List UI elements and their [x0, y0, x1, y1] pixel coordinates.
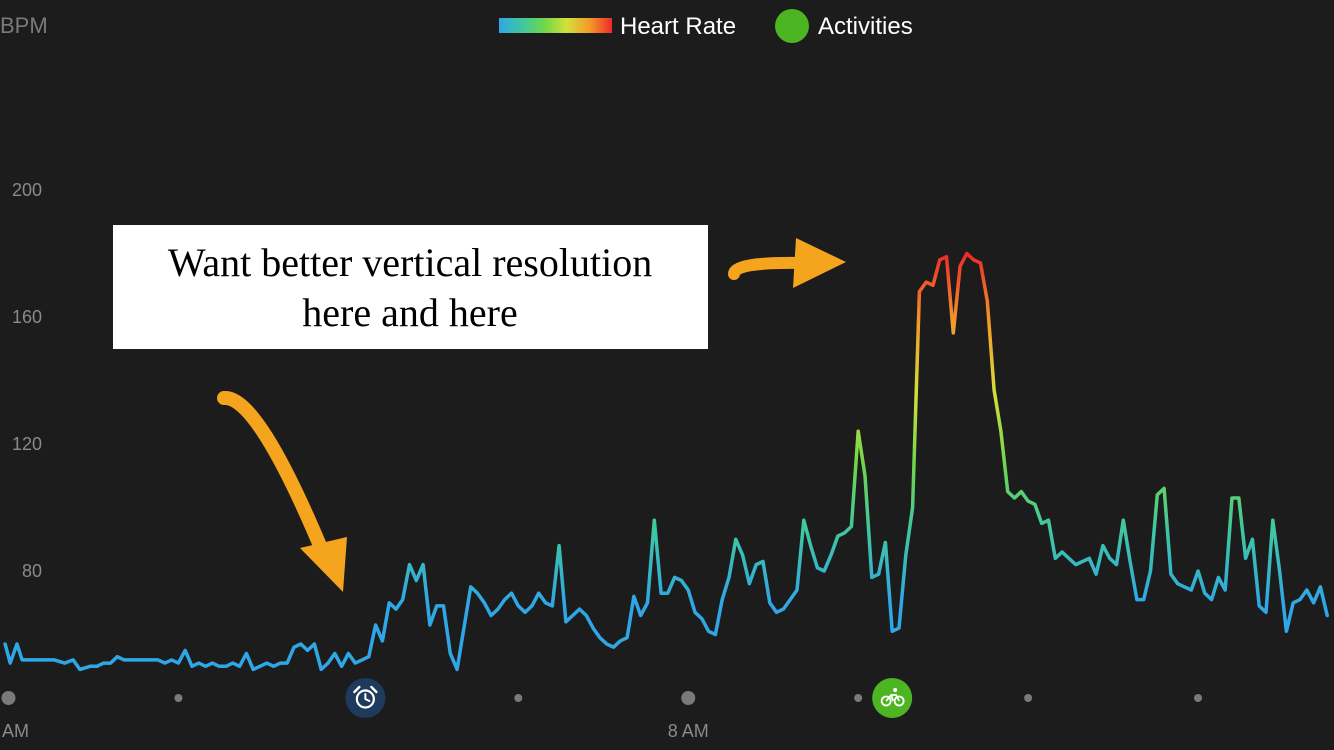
timeline-markers [1, 678, 1203, 718]
legend: Heart Rate Activities [499, 9, 913, 43]
bicycle-icon[interactable] [872, 678, 913, 718]
arrow-peak-head [793, 238, 846, 288]
y-axis-title: BPM [0, 13, 48, 38]
arrow-low-shaft [217, 391, 333, 567]
hour-marker-dot [1, 691, 16, 705]
alarm-clock-icon[interactable] [345, 678, 386, 718]
legend-activities: Activities [818, 13, 913, 40]
annotation-callout: Want better vertical resolution here and… [113, 225, 708, 349]
x-tick-label: 4 AM [0, 721, 29, 741]
half-hour-marker-dot [514, 694, 523, 702]
half-hour-marker-dot [1024, 694, 1033, 702]
heart-rate-series-line [3, 251, 1329, 672]
half-hour-marker-dot [1194, 694, 1203, 702]
y-tick-label: 80 [22, 561, 42, 581]
annotation-line-2: here and here [302, 290, 517, 335]
x-axis-ticks: 4 AM 8 AM [0, 721, 709, 741]
y-tick-label: 200 [12, 180, 42, 200]
y-tick-label: 160 [12, 307, 42, 327]
arrow-low-region [217, 391, 347, 592]
arrow-peak-region [728, 238, 846, 288]
legend-heart-rate: Heart Rate [620, 13, 736, 40]
annotation-box [113, 225, 708, 349]
y-axis-ticks: 80 120 160 200 [12, 180, 42, 581]
half-hour-marker-dot [174, 694, 183, 702]
annotation-line-1: Want better vertical resolution [168, 240, 652, 285]
y-tick-label: 120 [12, 434, 42, 454]
arrow-peak-shaft [728, 256, 806, 280]
half-hour-marker-dot [854, 694, 863, 702]
hour-marker-dot [681, 691, 696, 705]
arrow-low-head [300, 537, 347, 592]
heart-rate-legend-swatch [499, 18, 612, 33]
activities-legend-dot [775, 9, 809, 43]
x-tick-label: 8 AM [668, 721, 709, 741]
